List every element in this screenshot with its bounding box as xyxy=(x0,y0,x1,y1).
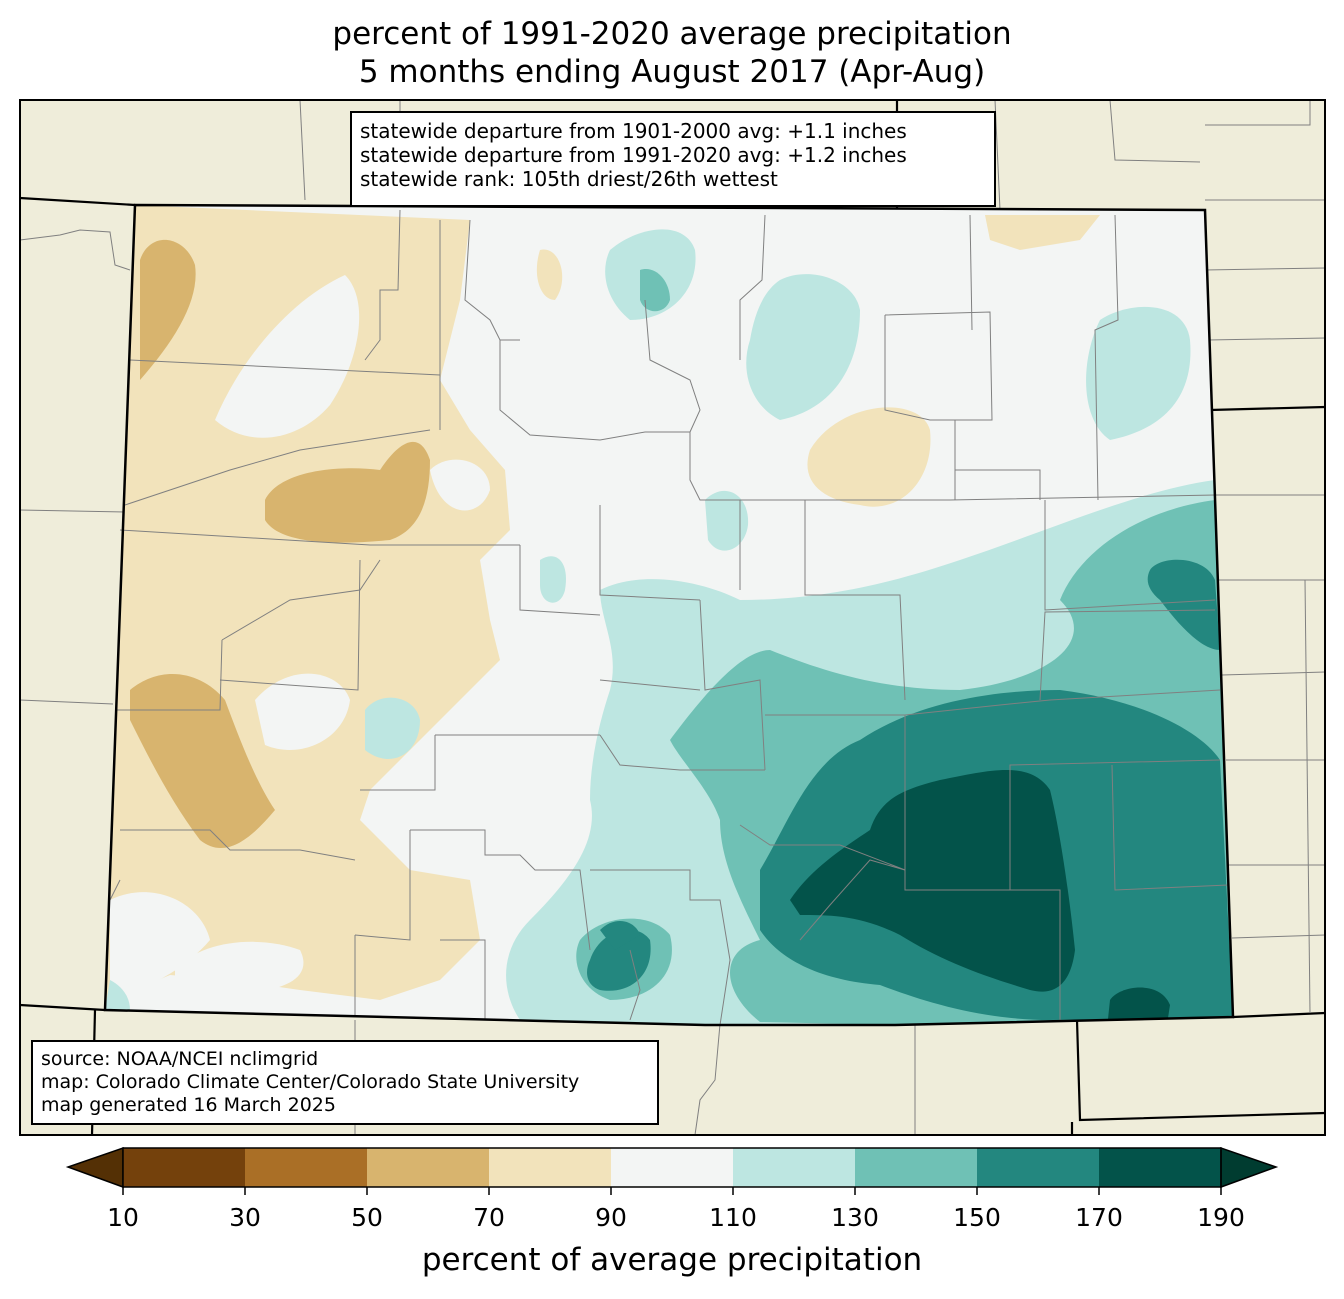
colorbar-bin xyxy=(123,1148,245,1187)
statewide-stats-box: statewide departure from 1901-2000 avg: … xyxy=(350,111,996,207)
colorbar-tick-label: 70 xyxy=(473,1203,505,1232)
colorado-border xyxy=(103,203,1235,1027)
colorbar-bin xyxy=(489,1148,611,1187)
colorbar-outline xyxy=(122,1147,1222,1188)
colorbar-bin xyxy=(855,1148,977,1187)
stats-line-1991-2020: statewide departure from 1991-2020 avg: … xyxy=(360,143,907,167)
colorbar-tick-label: 30 xyxy=(229,1203,261,1232)
zone-90-110-patches xyxy=(110,275,490,1000)
colorbar-under-arrow xyxy=(65,1146,124,1189)
map-frame xyxy=(19,99,1326,1136)
source-box: source: NOAA/NCEI nclimgrid map: Colorad… xyxy=(31,1040,659,1125)
zone-50-70 xyxy=(130,239,430,849)
colorbar-tick-label: 50 xyxy=(351,1203,383,1232)
colorbar-over-arrow xyxy=(1220,1146,1279,1189)
county-lines xyxy=(109,209,1229,1026)
colorbar xyxy=(65,1146,1279,1195)
colorbar-tick-label: 10 xyxy=(107,1203,139,1232)
generated-date-line: map generated 16 March 2025 xyxy=(41,1094,336,1116)
colorbar-tick-label: 90 xyxy=(595,1203,627,1232)
stats-line-rank: statewide rank: 105th driest/26th wettes… xyxy=(360,167,778,191)
colorbar-bin xyxy=(245,1148,367,1187)
map-credit-line: map: Colorado Climate Center/Colorado St… xyxy=(41,1071,580,1093)
map-title-line2: 5 months ending August 2017 (Apr-Aug) xyxy=(358,54,986,90)
colorbar-bin xyxy=(977,1148,1099,1187)
colorbar-tick-label: 170 xyxy=(1075,1203,1123,1232)
stats-line-1901-2000: statewide departure from 1901-2000 avg: … xyxy=(360,119,907,143)
colorbar-bin xyxy=(367,1148,489,1187)
colorbar-ticks xyxy=(122,1187,1222,1195)
colorbar-tick-label: 130 xyxy=(831,1203,879,1232)
source-line: source: NOAA/NCEI nclimgrid xyxy=(41,1048,319,1070)
colorbar-label: percent of average precipitation xyxy=(421,1242,923,1278)
colorbar-tick-label: 190 xyxy=(1197,1203,1245,1232)
colorbar-bin xyxy=(611,1148,733,1187)
neighbor-county-lines xyxy=(19,99,1326,1136)
map-title-line1: percent of 1991-2020 average precipitati… xyxy=(332,16,1012,52)
colorbar-bin xyxy=(733,1148,855,1187)
colorbar-bin xyxy=(1099,1148,1221,1187)
colorbar-tick-label: 110 xyxy=(709,1203,757,1232)
zone-170-190 xyxy=(790,770,1170,1019)
colorbar-tick-label: 150 xyxy=(953,1203,1001,1232)
